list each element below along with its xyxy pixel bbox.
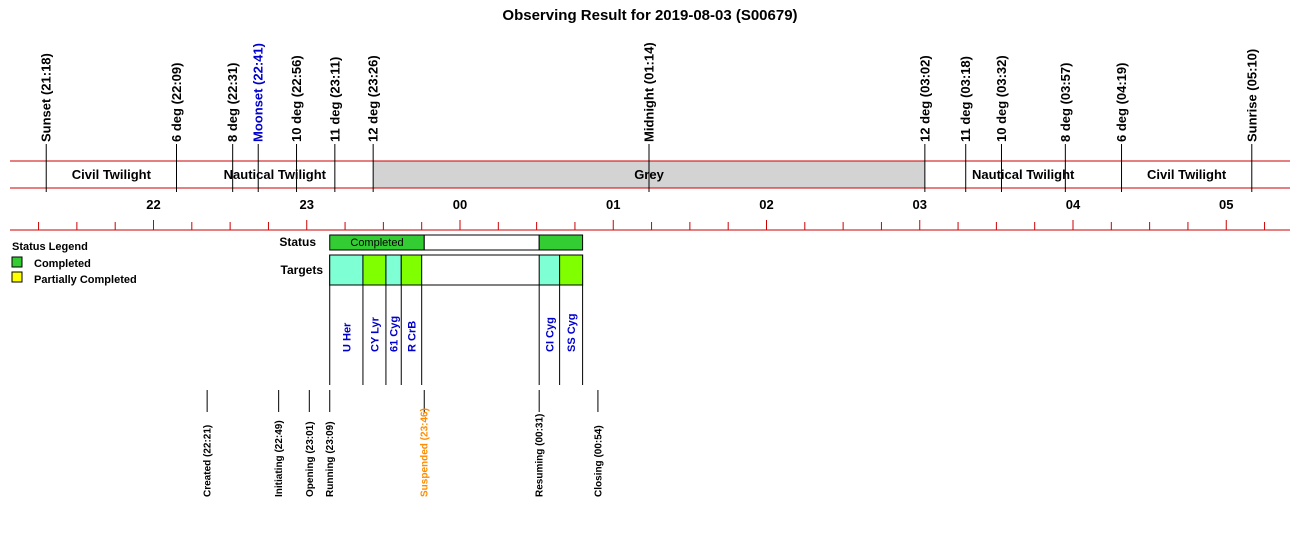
sky-band-row: Civil Twilight Nautical Twilight Grey Nauti… [10, 160, 1290, 189]
twilight-label-12-deg-03-02: 12 deg (03:02) [917, 55, 932, 142]
target-name-u-her: U Her [341, 322, 353, 352]
status-legend: Status Legend Completed Partially Comple… [11, 241, 137, 286]
target-block-ss-cyg [559, 254, 584, 286]
legend-item-completed: Completed [34, 258, 91, 270]
sky-band-label-civil-twilight: Civil Twilight [1147, 167, 1227, 182]
twilight-label-10-deg-22-56: 10 deg (22:56) [289, 55, 304, 142]
event-label-resuming-00-31: Resuming (00:31) [535, 414, 546, 497]
twilight-label-11-deg-23-11: 11 deg (23:11) [327, 57, 342, 142]
target-name-ss-cyg: SS Cyg [566, 313, 578, 352]
event-label-suspended-23-46: Suspended (23:46) [420, 408, 431, 497]
event-label-running-23-09: Running (23:09) [325, 421, 336, 497]
twilight-label-sunrise-05-10: Sunrise (05:10) [1244, 49, 1259, 142]
target-block-ci-cyg [538, 254, 561, 286]
time-axis: 22 23 00 01 02 03 04 05 [10, 197, 1290, 231]
sky-band-label-civil-twilight: Civil Twilight [72, 167, 152, 182]
status-segment-label-completed: Completed [350, 237, 403, 249]
targets-row-label: Targets [281, 263, 324, 277]
observation-events: Created (22:21) Initiating (22:49) Opening… [203, 390, 604, 497]
twilight-label-10-deg-03-32: 10 deg (03:32) [994, 55, 1009, 142]
twilight-label-12-deg-23-26: 12 deg (23:26) [366, 55, 381, 142]
sky-band-nautical-twilight [176, 161, 374, 188]
chart-title: Observing Result for 2019-08-03 (S00679) [502, 7, 797, 24]
target-name-cy-lyr: CY Lyr [369, 316, 381, 352]
hour-tick-label-04: 04 [1066, 197, 1081, 212]
target-name-61-cyg: 61 Cyg [389, 316, 401, 352]
hour-tick-label-02: 02 [759, 197, 773, 212]
twilight-label-6-deg-22-09: 6 deg (22:09) [169, 63, 184, 142]
target-name-r-crb: R CrB [406, 321, 418, 352]
status-segment-suspended [423, 234, 540, 251]
sky-band-nautical-twilight [924, 161, 1122, 188]
hour-tick-label-22: 22 [146, 197, 160, 212]
legend-item-partially-completed: Partially Completed [34, 274, 137, 286]
status-row-label: Status [279, 235, 316, 249]
hour-tick-label-00: 00 [453, 197, 467, 212]
sky-band-label-nautical-twilight: Nautical Twilight [224, 167, 327, 182]
sky-band-label-nautical-twilight: Nautical Twilight [972, 167, 1075, 182]
twilight-events: Sunset (21:18) 6 deg (22:09) 8 deg (22:31)… [39, 42, 1259, 192]
target-block-61-cyg [385, 254, 402, 286]
target-bar: U Her CY Lyr 61 Cyg R CrB CI Cyg SS Cyg [329, 254, 584, 385]
sky-band-civil-twilight [46, 161, 177, 188]
event-label-opening-23-01: Opening (23:01) [305, 421, 316, 497]
target-block-u-her [329, 254, 364, 286]
twilight-label-8-deg-03-57: 8 deg (03:57) [1058, 63, 1073, 142]
status-bar: Completed [329, 234, 584, 251]
target-block-cy-lyr [362, 254, 387, 286]
twilight-label-11-deg-03-18: 11 deg (03:18) [958, 56, 973, 142]
target-name-ci-cyg: CI Cyg [544, 317, 556, 352]
twilight-label-midnight-01-14: Midnight (01:14) [642, 42, 657, 142]
status-segment-completed [538, 234, 584, 251]
event-label-closing-00-54: Closing (00:54) [593, 425, 604, 497]
hour-tick-label-03: 03 [913, 197, 927, 212]
hour-tick-label-23: 23 [300, 197, 314, 212]
legend-title: Status Legend [12, 241, 88, 253]
twilight-label-sunset-21-18: Sunset (21:18) [39, 53, 54, 142]
sky-band-civil-twilight [1121, 161, 1252, 188]
event-label-created-22-21: Created (22:21) [203, 425, 214, 497]
legend-swatch-completed [11, 256, 23, 268]
twilight-label-8-deg-22-31: 8 deg (22:31) [225, 63, 240, 142]
target-block-r-crb [400, 254, 423, 286]
hour-tick-label-01: 01 [606, 197, 620, 212]
legend-swatch-partially-completed [11, 271, 23, 283]
twilight-label-moonset-22-41: Moonset (22:41) [251, 43, 266, 142]
event-label-initiating-22-49: Initiating (22:49) [274, 420, 285, 497]
twilight-label-6-deg-04-19: 6 deg (04:19) [1114, 63, 1129, 142]
hour-tick-label-05: 05 [1219, 197, 1233, 212]
